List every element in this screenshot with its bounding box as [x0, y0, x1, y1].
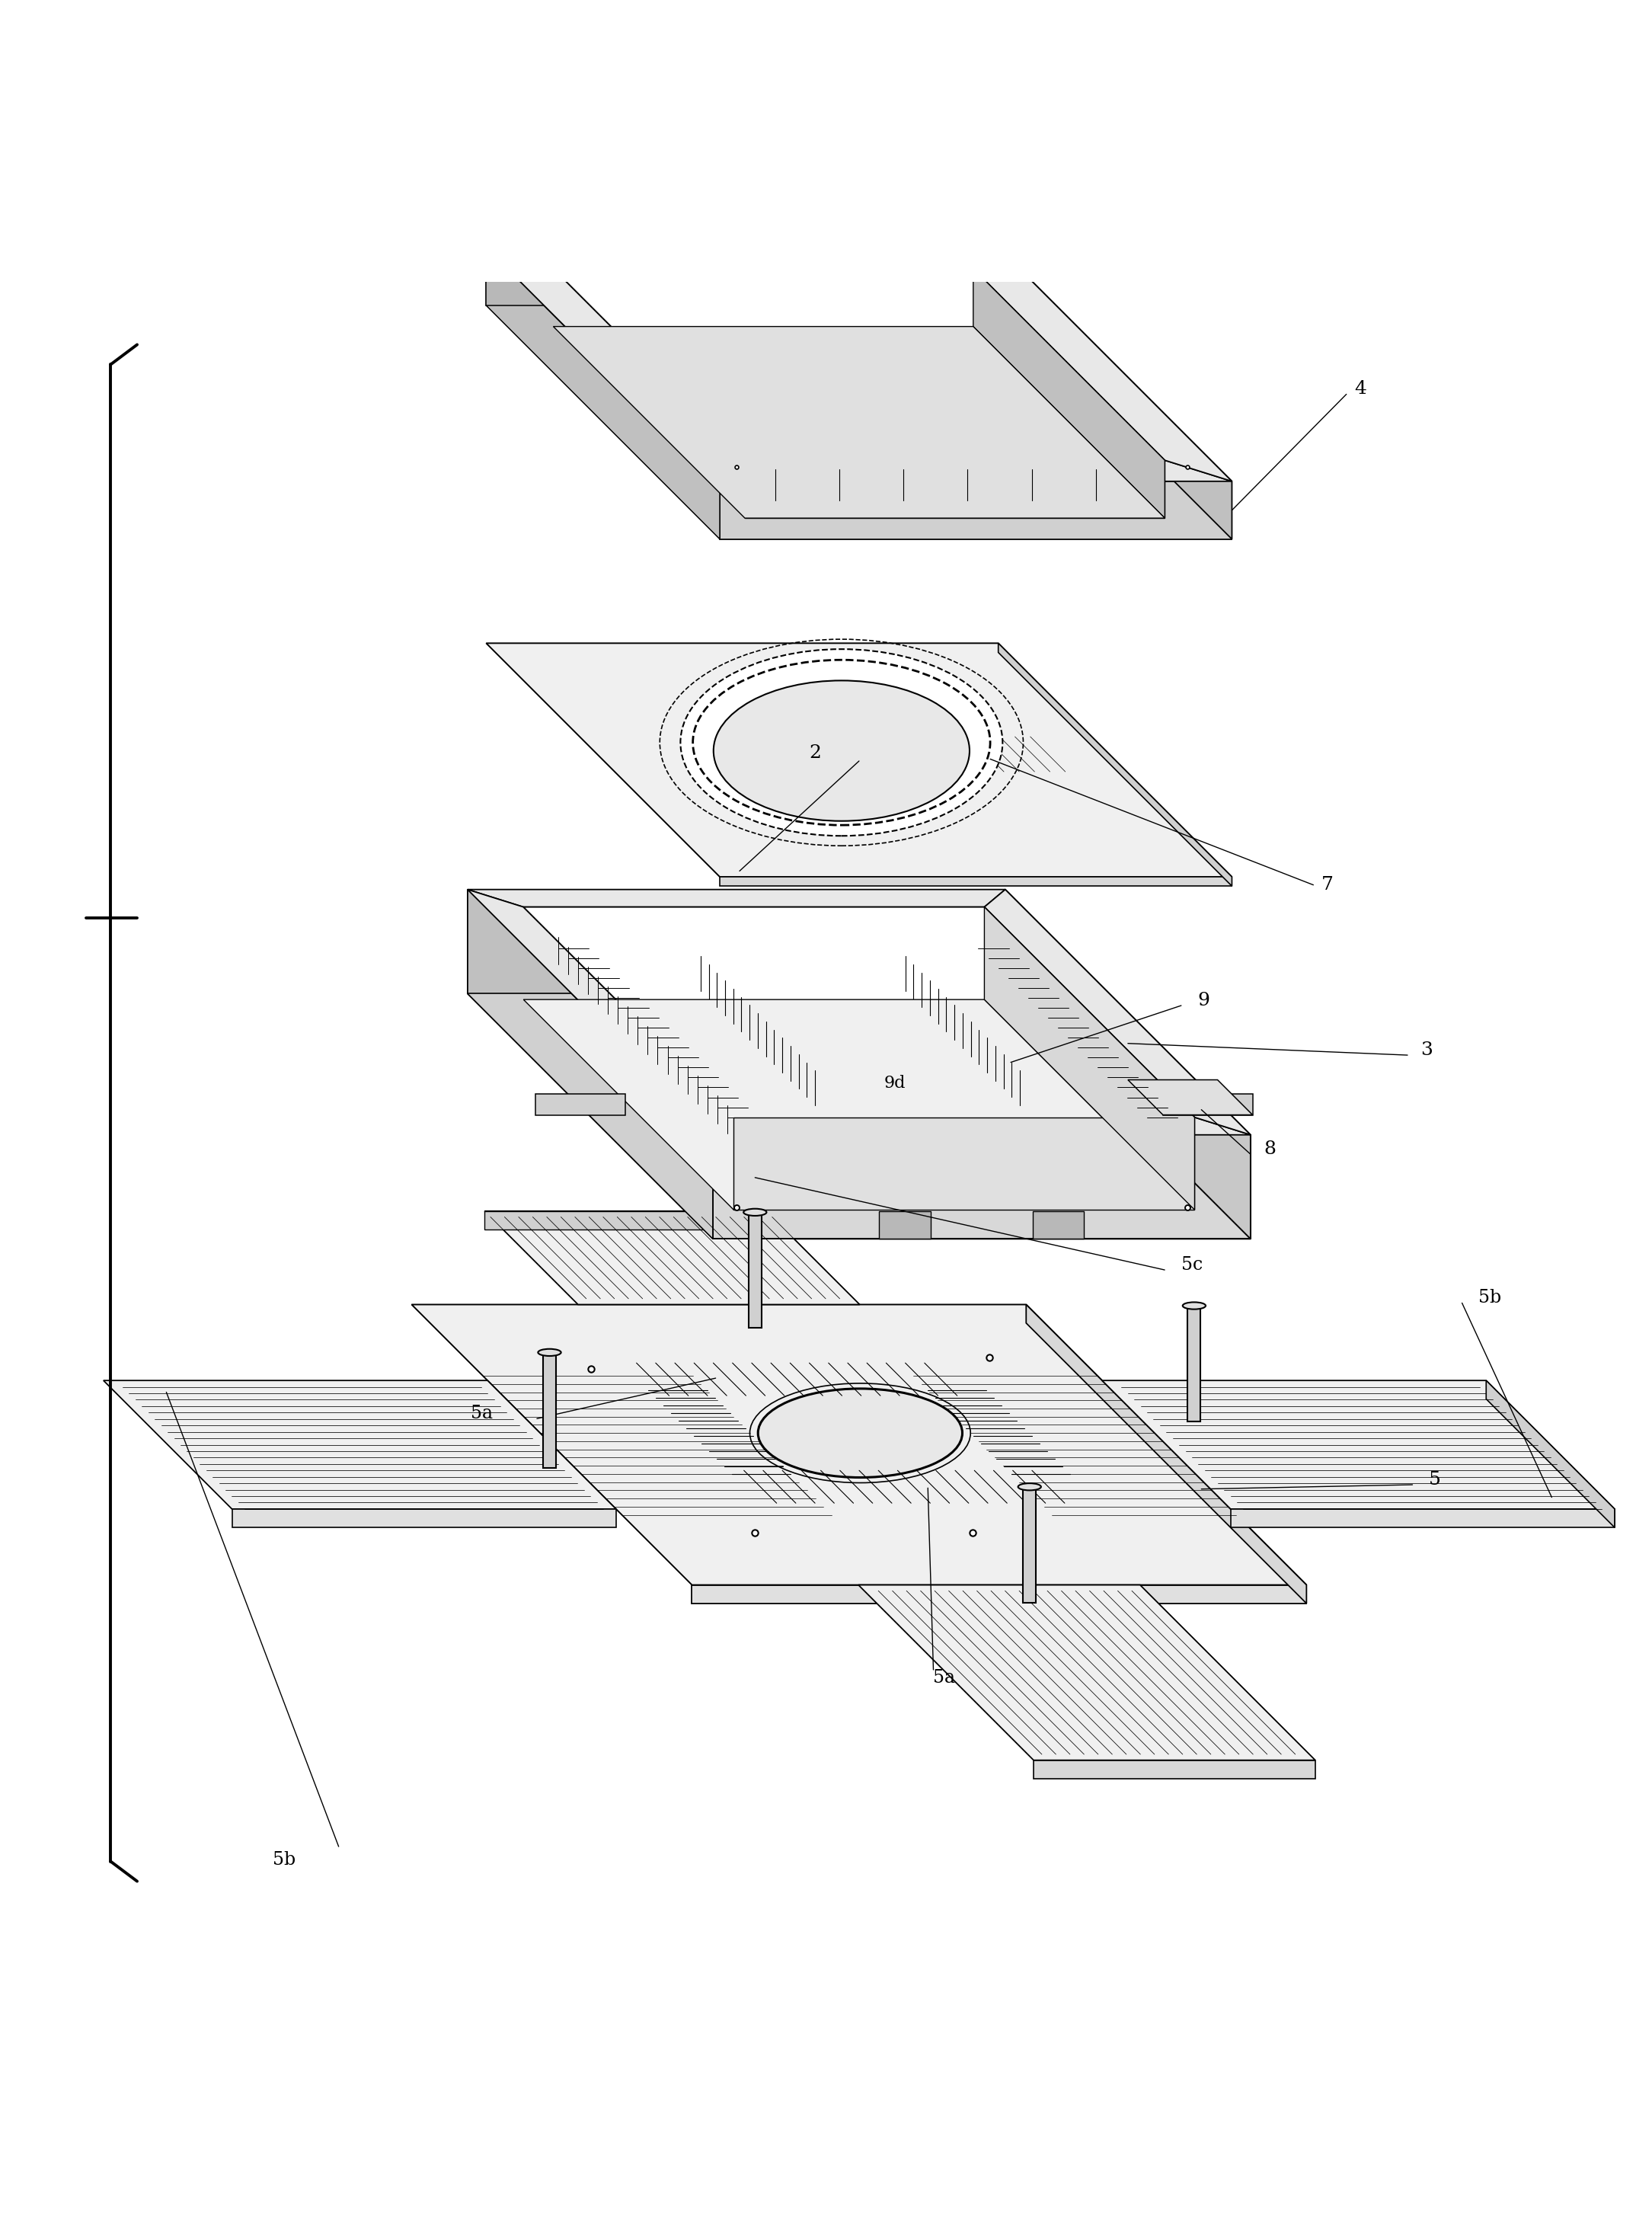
Polygon shape	[1034, 1760, 1315, 1779]
Ellipse shape	[1018, 1483, 1041, 1491]
Polygon shape	[973, 248, 1232, 481]
Polygon shape	[535, 1095, 624, 1115]
Polygon shape	[1032, 1212, 1084, 1239]
Polygon shape	[411, 1305, 1307, 1584]
Polygon shape	[486, 248, 998, 268]
Polygon shape	[973, 268, 1165, 519]
Polygon shape	[712, 1117, 1251, 1135]
Text: 5c: 5c	[1181, 1256, 1203, 1274]
Polygon shape	[486, 643, 1232, 878]
Polygon shape	[553, 268, 1165, 461]
Ellipse shape	[1183, 1303, 1206, 1310]
Text: 5: 5	[1429, 1471, 1441, 1489]
Polygon shape	[1023, 1487, 1036, 1602]
Polygon shape	[748, 1212, 762, 1327]
Polygon shape	[468, 889, 733, 1135]
Ellipse shape	[758, 1389, 963, 1478]
Polygon shape	[720, 481, 1232, 538]
Polygon shape	[544, 1352, 557, 1469]
Polygon shape	[484, 1212, 859, 1305]
Text: 2: 2	[809, 745, 821, 762]
Text: 4: 4	[1355, 381, 1366, 399]
Polygon shape	[1128, 1079, 1252, 1115]
Polygon shape	[486, 248, 745, 481]
Polygon shape	[468, 889, 1006, 906]
Polygon shape	[1231, 1509, 1614, 1527]
Polygon shape	[1006, 889, 1251, 1239]
Polygon shape	[524, 999, 1194, 1210]
Polygon shape	[733, 1117, 1194, 1210]
Polygon shape	[720, 878, 1232, 886]
Polygon shape	[484, 1212, 767, 1230]
Polygon shape	[998, 248, 1232, 538]
Polygon shape	[1026, 1305, 1307, 1604]
Text: 7: 7	[1322, 875, 1333, 893]
Polygon shape	[879, 1212, 930, 1239]
Polygon shape	[486, 248, 998, 306]
Polygon shape	[745, 461, 1165, 519]
Polygon shape	[553, 326, 1165, 519]
Polygon shape	[231, 1509, 616, 1527]
Text: 5b: 5b	[273, 1850, 296, 1868]
Text: 5b: 5b	[1479, 1290, 1502, 1307]
Ellipse shape	[681, 649, 1003, 835]
Polygon shape	[985, 906, 1194, 1210]
Polygon shape	[486, 248, 720, 538]
Polygon shape	[692, 1584, 1307, 1604]
Polygon shape	[998, 643, 1232, 886]
Ellipse shape	[539, 1350, 562, 1356]
Text: 9: 9	[1198, 993, 1209, 1008]
Polygon shape	[524, 906, 1194, 1117]
Polygon shape	[720, 461, 1232, 481]
Polygon shape	[468, 889, 712, 1239]
Polygon shape	[1163, 1095, 1252, 1115]
Polygon shape	[468, 889, 1006, 993]
Polygon shape	[104, 1381, 616, 1509]
Polygon shape	[712, 1135, 1251, 1239]
Polygon shape	[1188, 1305, 1201, 1420]
Text: 3: 3	[1421, 1042, 1432, 1059]
Text: 5a: 5a	[471, 1405, 492, 1423]
Polygon shape	[1487, 1381, 1614, 1527]
Polygon shape	[985, 889, 1251, 1135]
Ellipse shape	[714, 680, 970, 820]
Text: 5a: 5a	[933, 1669, 955, 1686]
Ellipse shape	[743, 1208, 767, 1217]
Text: 9d: 9d	[884, 1075, 905, 1092]
Polygon shape	[859, 1584, 1315, 1760]
Text: 8: 8	[1264, 1141, 1275, 1159]
Polygon shape	[1102, 1381, 1614, 1509]
Polygon shape	[468, 993, 1251, 1239]
